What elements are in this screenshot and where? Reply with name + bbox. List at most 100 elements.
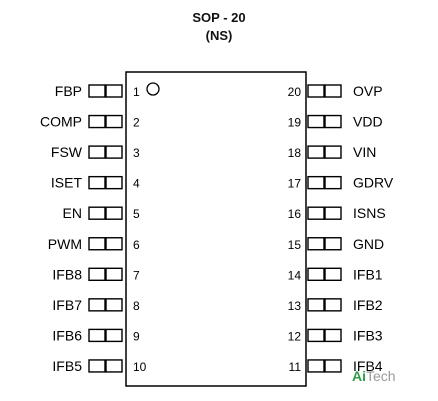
package-title: SOP - 20 <box>192 10 245 25</box>
right-pin-15: GND 15 <box>288 236 384 252</box>
pin-lead-segment <box>324 298 342 312</box>
pin-number: 2 <box>133 116 140 130</box>
pin-lead-segment <box>88 175 106 190</box>
left-pin-1: FBP 1 <box>55 83 140 99</box>
pin-name: IFB5 <box>52 358 82 374</box>
pin-number: 12 <box>288 329 302 343</box>
pin-lead-segment <box>105 145 123 159</box>
pin-lead-segment <box>105 328 123 343</box>
pin-name: IFB8 <box>52 266 82 282</box>
left-pin-5: EN 5 <box>63 205 140 221</box>
package-subtitle: (NS) <box>206 28 233 43</box>
chip-body <box>125 71 307 387</box>
pin-name: PWM <box>48 236 82 252</box>
pin-lead-segment <box>88 359 106 373</box>
pin-number: 6 <box>133 238 140 252</box>
pin1-indicator <box>146 82 160 96</box>
pin-number: 8 <box>133 299 140 313</box>
pin-lead-segment <box>324 114 342 129</box>
pin-name: IFB1 <box>353 266 383 282</box>
right-pin-14: IFB1 14 <box>288 266 383 282</box>
left-pin-6: PWM 6 <box>48 236 140 252</box>
pin-number: 16 <box>288 207 302 221</box>
left-pin-column: FBP 1 COMP 2 FSW 3 ISET 4 EN 5 PWM 6 IFB8 7 IFB7 8 IFB6 9… <box>40 83 147 374</box>
pin-name: IFB6 <box>52 327 82 343</box>
pin-number: 20 <box>288 85 302 99</box>
pin-lead-segment <box>88 328 106 343</box>
watermark-prefix: Ai <box>352 368 366 384</box>
pin-lead-segment <box>88 114 106 129</box>
pin-number: 18 <box>288 146 302 160</box>
pin-name: GDRV <box>353 175 394 191</box>
left-pin-10: IFB5 10 <box>52 358 146 374</box>
pin-lead-segment <box>105 267 123 281</box>
right-pin-11: IFB4 11 <box>289 358 383 374</box>
pin-lead-segment <box>307 114 325 129</box>
pin-number: 5 <box>133 207 140 221</box>
pin-number: 17 <box>288 177 302 191</box>
pin-name: OVP <box>353 83 383 99</box>
pin-lead-segment <box>307 237 325 251</box>
pin-name: ISET <box>51 175 83 191</box>
pin-lead-segment <box>307 267 325 281</box>
pin-number: 3 <box>133 146 140 160</box>
right-pin-17: GDRV 17 <box>288 175 394 191</box>
left-pin-4: ISET 4 <box>51 175 140 191</box>
pin-lead-segment <box>324 267 342 281</box>
pin-lead-segment <box>307 328 325 343</box>
pin-name: VDD <box>353 114 383 130</box>
pin-name: IFB3 <box>353 327 383 343</box>
left-pin-2: COMP 2 <box>40 114 140 130</box>
pin-lead-segment <box>307 206 325 220</box>
pin-lead-segment <box>324 145 342 159</box>
pin-lead-segment <box>324 175 342 190</box>
pin-number: 4 <box>133 177 140 191</box>
watermark-logo: AiTech <box>352 368 396 384</box>
pin-number: 7 <box>133 268 140 282</box>
right-pin-18: VIN 18 <box>288 144 377 160</box>
pin-number: 14 <box>288 268 302 282</box>
pin-name: ISNS <box>353 205 386 221</box>
pin-lead-segment <box>88 84 106 98</box>
right-pin-column: OVP20VDD19VIN18GDRV17ISNS16GND15IFB114IF… <box>288 83 394 374</box>
right-pin-13: IFB2 13 <box>288 297 383 313</box>
pin-name: EN <box>63 205 82 221</box>
pin-lead-segment <box>307 175 325 190</box>
pin-number: 10 <box>133 360 147 374</box>
pin-number: 1 <box>133 85 140 99</box>
pin-lead-segment <box>105 298 123 312</box>
pin-name: COMP <box>40 114 82 130</box>
pin-lead-segment <box>88 267 106 281</box>
pin-name: IFB7 <box>52 297 82 313</box>
pin-lead-segment <box>105 206 123 220</box>
pin-name: FSW <box>51 144 83 160</box>
pin-lead-segment <box>307 84 325 98</box>
pin-number: 15 <box>288 238 302 252</box>
left-pin-9: IFB6 9 <box>52 327 140 343</box>
pin-lead-segment <box>324 206 342 220</box>
pin-lead-segment <box>324 359 342 373</box>
left-pin-8: IFB7 8 <box>52 297 140 313</box>
left-pin-3: FSW 3 <box>51 144 140 160</box>
pin-name: FBP <box>55 83 82 99</box>
pin-lead-segment <box>105 114 123 129</box>
pin-number: 11 <box>289 360 302 374</box>
pin-name: VIN <box>353 144 376 160</box>
pin-lead-segment <box>105 175 123 190</box>
pin-lead-segment <box>307 359 325 373</box>
pin-lead-segment <box>324 84 342 98</box>
pin-number: 9 <box>133 329 140 343</box>
pin-lead-segment <box>105 237 123 251</box>
pin-lead-segment <box>88 145 106 159</box>
pin-number: 13 <box>288 299 302 313</box>
pin-name: GND <box>353 236 384 252</box>
pin-lead-segment <box>88 237 106 251</box>
right-pin-12: IFB3 12 <box>288 327 383 343</box>
left-pin-7: IFB8 7 <box>52 266 140 282</box>
pin-lead-segment <box>307 145 325 159</box>
pin-lead-segment <box>88 206 106 220</box>
pin-number: 19 <box>288 116 302 130</box>
pin-name: IFB4 <box>353 358 383 374</box>
right-pin-16: ISNS 16 <box>288 205 386 221</box>
